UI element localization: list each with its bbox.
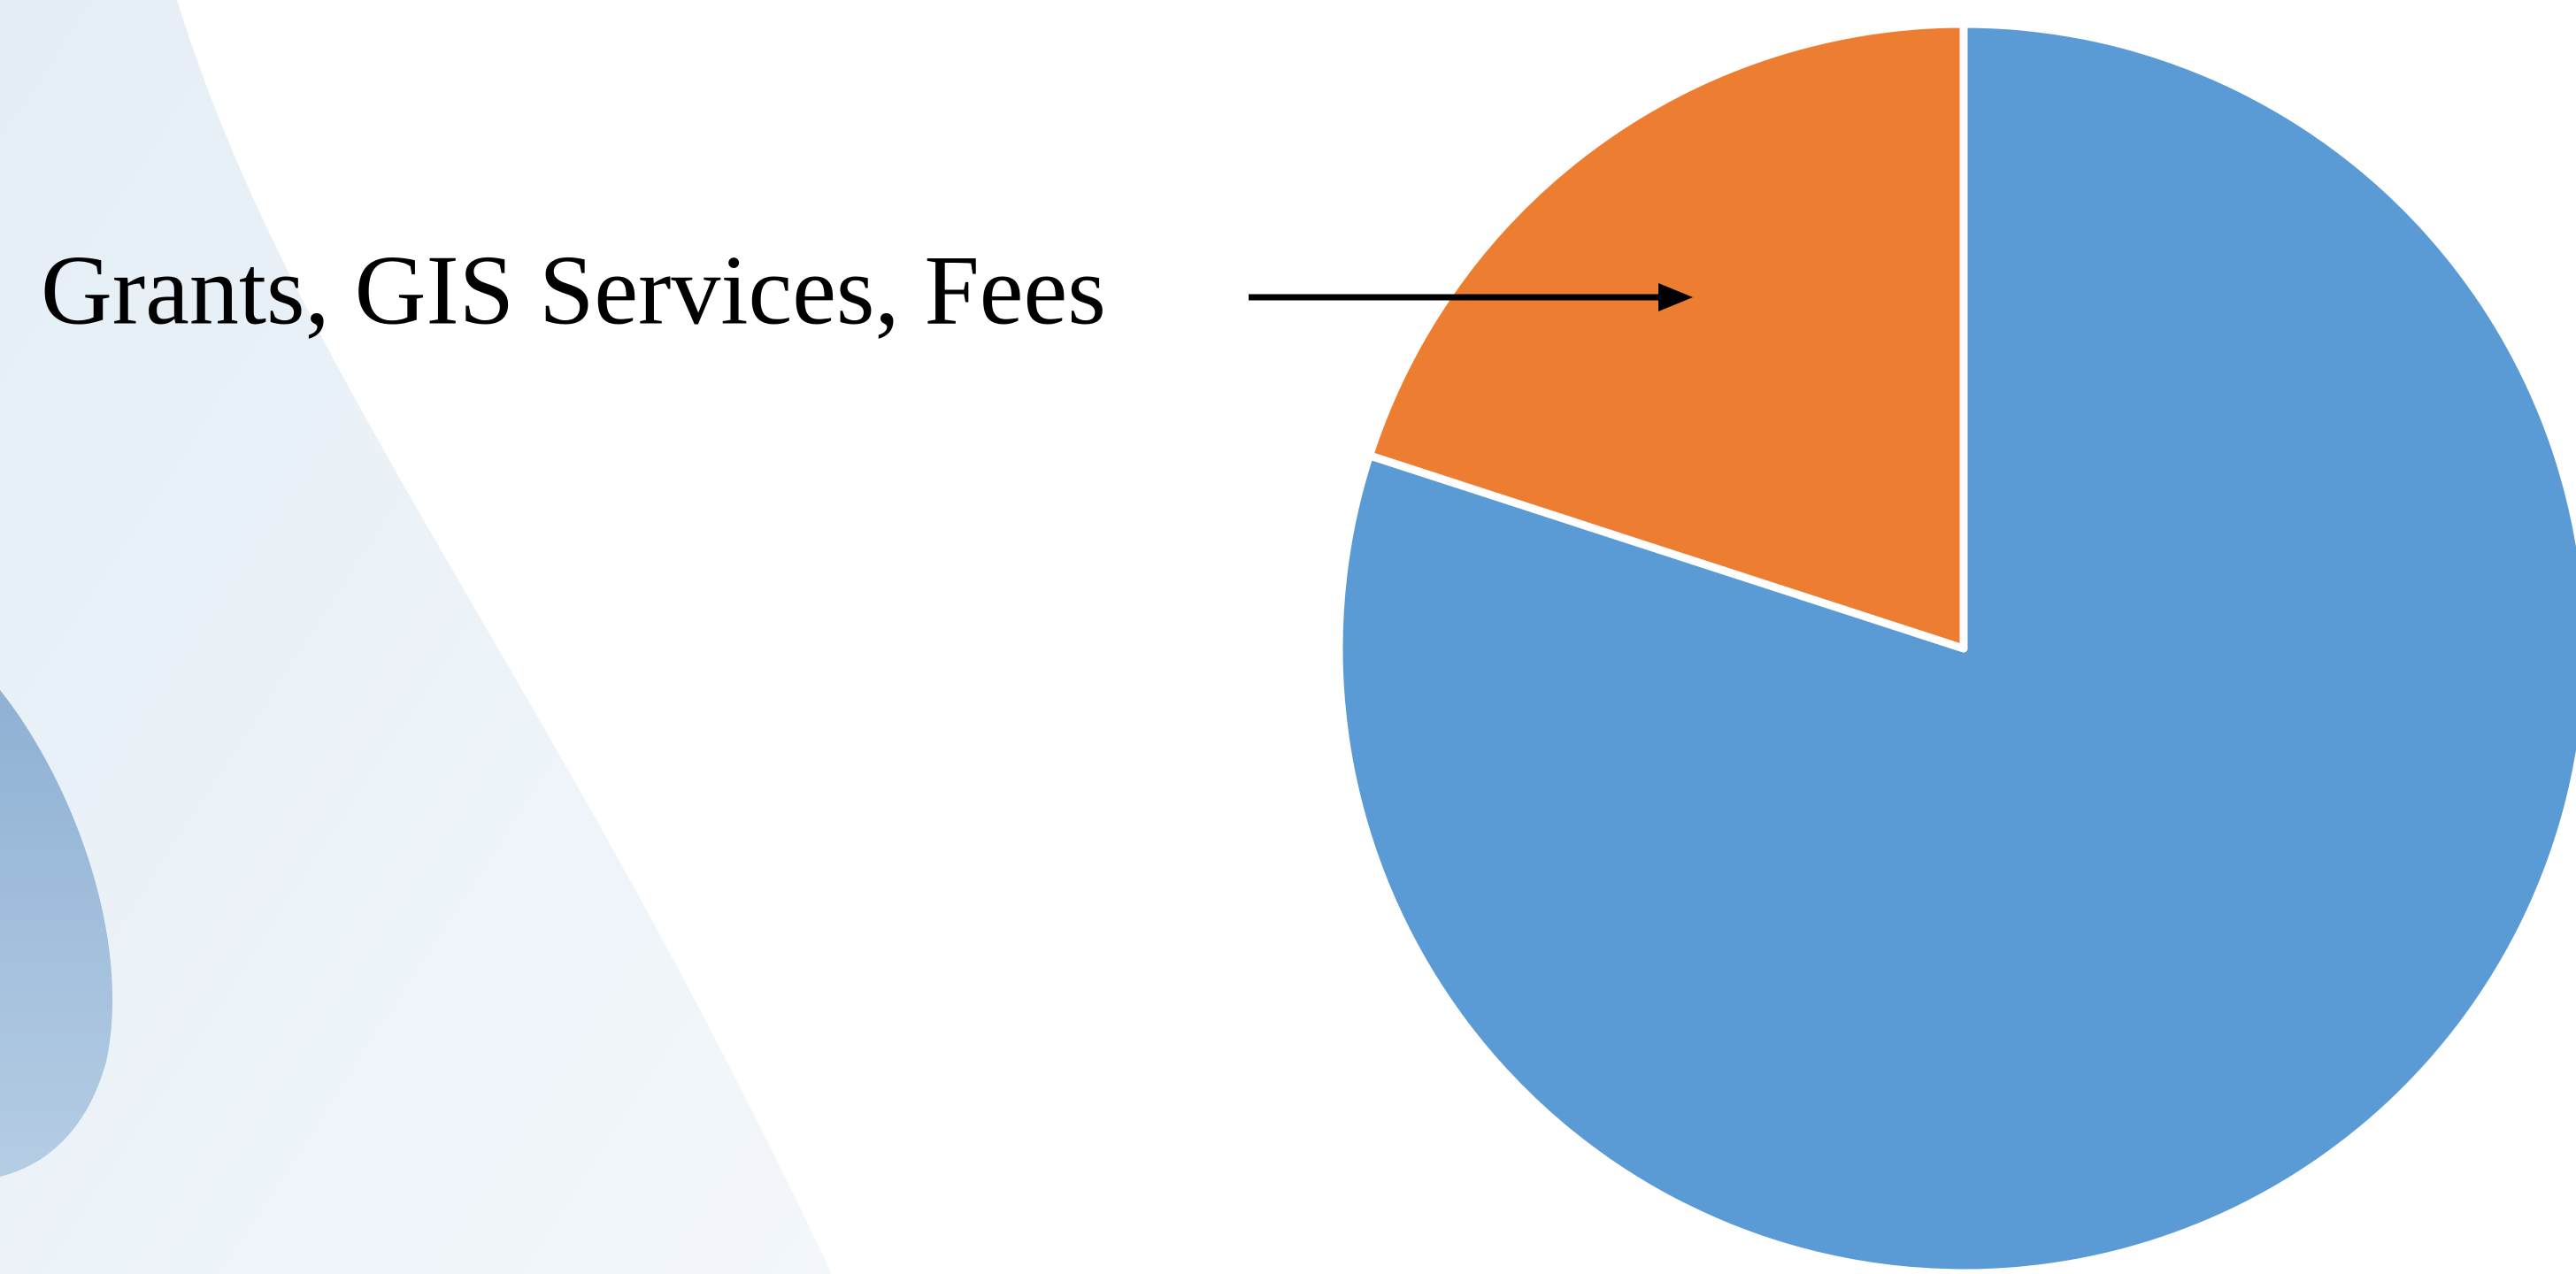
pie-slice bbox=[1365, 19, 1968, 653]
pie bbox=[1334, 19, 2576, 1274]
background-swoosh bbox=[0, 0, 832, 1274]
slice-label: Grants, GIS Services, Fees bbox=[41, 236, 1106, 346]
arrow-head bbox=[1658, 283, 1693, 311]
background-drop bbox=[0, 690, 113, 1177]
